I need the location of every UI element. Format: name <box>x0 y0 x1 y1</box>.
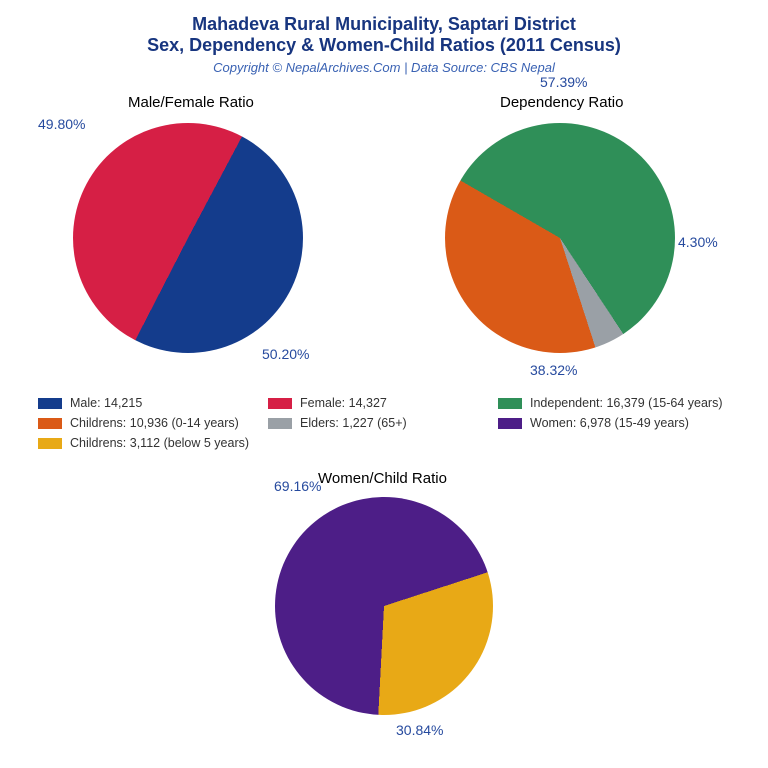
legend-item: Women: 6,978 (15-49 years) <box>498 416 728 430</box>
legend-label: Childrens: 3,112 (below 5 years) <box>70 436 249 450</box>
chart3-title: Women/Child Ratio <box>318 470 447 487</box>
chart2-title: Dependency Ratio <box>500 94 623 111</box>
chart1-label-0: 49.80% <box>38 116 85 132</box>
chart1-title: Male/Female Ratio <box>128 94 254 111</box>
legend-swatch <box>498 398 522 409</box>
legend-item: Childrens: 10,936 (0-14 years) <box>38 416 268 430</box>
legend-item: Independent: 16,379 (15-64 years) <box>498 396 728 410</box>
legend-label: Independent: 16,379 (15-64 years) <box>530 396 723 410</box>
legend-label: Elders: 1,227 (65+) <box>300 416 407 430</box>
legend-item: Elders: 1,227 (65+) <box>268 416 498 430</box>
chart2-label-2: 38.32% <box>530 362 577 378</box>
title-line-1: Mahadeva Rural Municipality, Saptari Dis… <box>0 14 768 35</box>
legend-label: Male: 14,215 <box>70 396 142 410</box>
legend-swatch <box>38 398 62 409</box>
chart2-label-0: 57.39% <box>540 74 587 90</box>
title-block: Mahadeva Rural Municipality, Saptari Dis… <box>0 0 768 75</box>
legend-swatch <box>38 418 62 429</box>
chart3-label-0: 69.16% <box>274 478 321 494</box>
legend-label: Female: 14,327 <box>300 396 387 410</box>
legend-item: Male: 14,215 <box>38 396 268 410</box>
pie-male-female <box>73 123 303 353</box>
pie-women-child <box>275 497 493 715</box>
legend-label: Women: 6,978 (15-49 years) <box>530 416 689 430</box>
chart3-label-1: 30.84% <box>396 722 443 738</box>
legend-swatch <box>498 418 522 429</box>
legend-item: Childrens: 3,112 (below 5 years) <box>38 436 268 450</box>
legend-swatch <box>268 418 292 429</box>
title-line-2: Sex, Dependency & Women-Child Ratios (20… <box>0 35 768 56</box>
legend-swatch <box>268 398 292 409</box>
subtitle: Copyright © NepalArchives.Com | Data Sou… <box>0 60 768 75</box>
chart1-label-1: 50.20% <box>262 346 309 362</box>
legend-item: Female: 14,327 <box>268 396 498 410</box>
legend-swatch <box>38 438 62 449</box>
legend: Male: 14,215 Female: 14,327 Independent: 1… <box>38 396 730 456</box>
legend-label: Childrens: 10,936 (0-14 years) <box>70 416 239 430</box>
chart2-label-1: 4.30% <box>678 234 718 250</box>
pie-dependency <box>445 123 675 353</box>
